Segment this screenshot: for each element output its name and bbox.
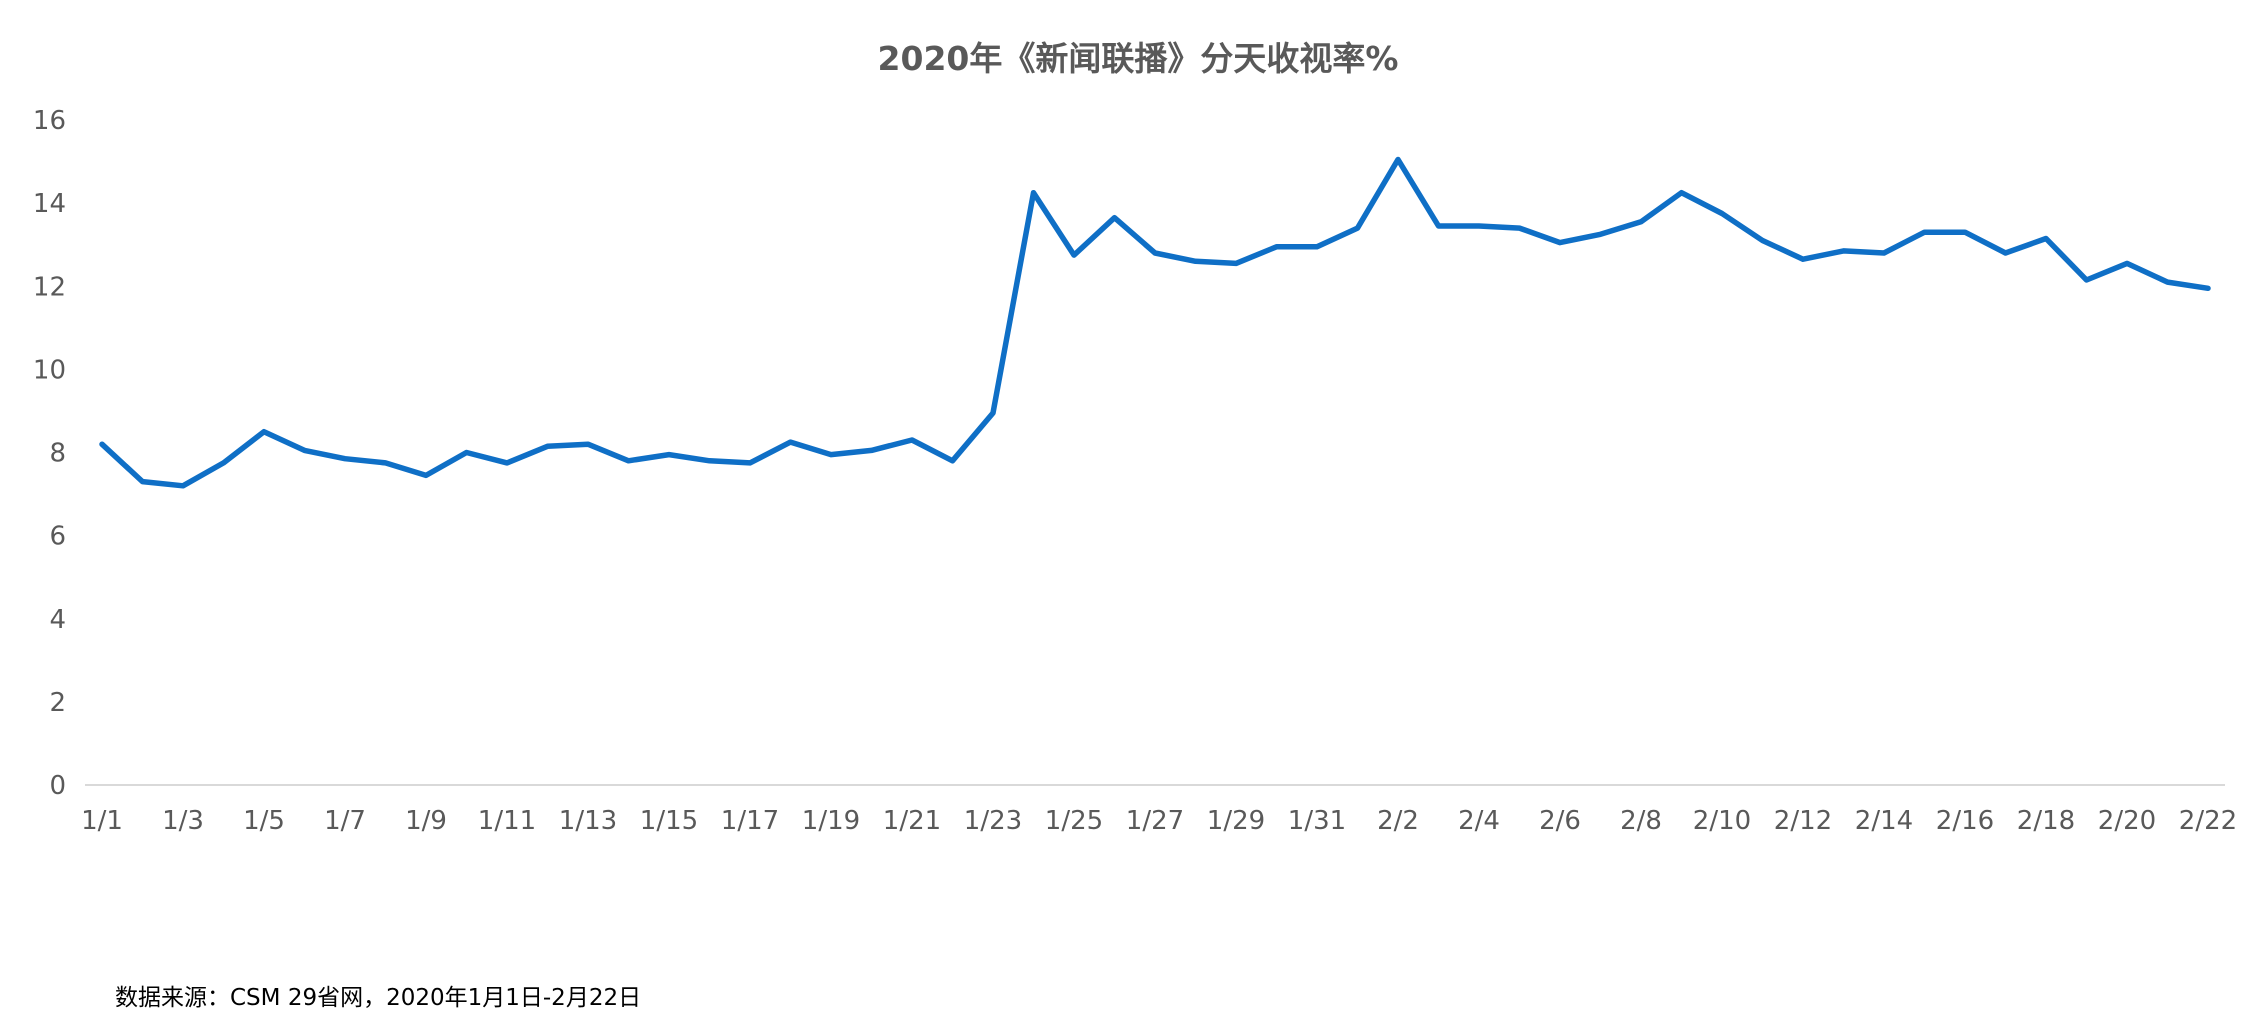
x-axis: 1/1 1/3 1/5 1/7 1/9 1/11 1/13 1/15 1/17 1/19 1/21 1… [81, 784, 2237, 836]
x-tick-label: 1/29 [1207, 806, 1265, 836]
x-tick-label: 2/12 [1774, 806, 1832, 836]
x-tick-label: 2/2 [1377, 806, 1419, 836]
data-point [1801, 257, 1806, 262]
y-tick-label: 12 [33, 272, 66, 302]
x-tick-label: 1/7 [324, 806, 366, 836]
data-point [1072, 253, 1077, 258]
data-point [2125, 261, 2130, 266]
y-tick-label: 8 [49, 439, 66, 469]
chart-title: 2020年《新闻联播》分天收视率% [878, 39, 1399, 78]
data-point [1760, 238, 1765, 243]
x-tick-label: 1/27 [1126, 806, 1184, 836]
data-point [1963, 230, 1968, 235]
data-point [1517, 226, 1522, 231]
x-tick-label: 2/22 [2179, 806, 2237, 836]
x-tick-label: 2/10 [1693, 806, 1751, 836]
x-tick-label: 1/15 [640, 806, 698, 836]
data-point [1315, 244, 1320, 249]
data-point [1234, 261, 1239, 266]
x-tick-label: 2/20 [2098, 806, 2156, 836]
data-point [707, 458, 712, 463]
x-tick-label: 2/4 [1458, 806, 1500, 836]
data-source-note: 数据来源：CSM 29省网，2020年1月1日-2月22日 [115, 985, 642, 1011]
data-point [302, 448, 307, 453]
data-point [910, 438, 915, 443]
data-point [1193, 259, 1198, 264]
data-point [1031, 190, 1036, 195]
data-point [1882, 251, 1887, 256]
x-tick-label: 1/17 [721, 806, 779, 836]
y-axis: 0 2 4 6 8 10 12 14 16 [33, 106, 66, 801]
data-point [424, 473, 429, 478]
x-tick-label: 1/11 [478, 806, 536, 836]
data-point [626, 458, 631, 463]
data-point [1436, 224, 1441, 229]
y-tick-label: 16 [33, 106, 66, 136]
data-point [1841, 248, 1846, 253]
x-tick-label: 2/16 [1936, 806, 1994, 836]
data-point [869, 448, 874, 453]
series-line [99, 156, 2211, 489]
data-point [1679, 190, 1684, 195]
x-tick-label: 2/14 [1855, 806, 1913, 836]
data-point [2206, 286, 2211, 291]
data-point [1112, 215, 1117, 220]
data-point [221, 460, 226, 465]
data-point [667, 452, 672, 457]
x-tick-label: 2/8 [1620, 806, 1662, 836]
data-point [505, 460, 510, 465]
data-point [140, 479, 145, 484]
y-tick-label: 10 [33, 355, 66, 385]
data-point [383, 460, 388, 465]
data-point [586, 442, 591, 447]
data-point [2003, 251, 2008, 256]
series-layer [99, 156, 2211, 489]
data-point [1396, 157, 1401, 162]
data-point [1922, 230, 1927, 235]
data-point [1153, 251, 1158, 256]
data-point [181, 483, 186, 488]
data-point [1558, 240, 1563, 245]
y-tick-label: 6 [49, 522, 66, 552]
x-tick-label: 1/25 [1045, 806, 1103, 836]
x-tick-label: 1/19 [802, 806, 860, 836]
data-point [2044, 236, 2049, 241]
x-tick-label: 1/1 [81, 806, 123, 836]
x-tick-label: 1/13 [559, 806, 617, 836]
y-tick-label: 4 [49, 605, 66, 635]
data-point [991, 411, 996, 416]
data-point [2084, 278, 2089, 283]
data-point [545, 444, 550, 449]
x-tick-label: 1/23 [964, 806, 1022, 836]
x-tick-label: 1/3 [162, 806, 204, 836]
x-tick-label: 2/18 [2017, 806, 2075, 836]
data-point [829, 452, 834, 457]
data-point [950, 458, 955, 463]
data-point [788, 440, 793, 445]
data-point [1598, 232, 1603, 237]
x-tick-label: 2/6 [1539, 806, 1581, 836]
data-point [2165, 280, 2170, 285]
data-point [748, 460, 753, 465]
data-point [343, 456, 348, 461]
data-point [100, 442, 105, 447]
data-point [1720, 211, 1725, 216]
data-point [1274, 244, 1279, 249]
data-point [262, 429, 267, 434]
y-tick-label: 2 [49, 688, 66, 718]
data-point [1355, 226, 1360, 231]
x-tick-label: 1/5 [243, 806, 285, 836]
y-tick-label: 14 [33, 189, 66, 219]
data-point [464, 450, 469, 455]
x-tick-label: 1/9 [405, 806, 447, 836]
data-point [1639, 219, 1644, 224]
x-tick-label: 1/21 [883, 806, 941, 836]
x-tick-label: 1/31 [1288, 806, 1346, 836]
y-tick-label: 0 [49, 771, 66, 801]
data-point [1477, 224, 1482, 229]
